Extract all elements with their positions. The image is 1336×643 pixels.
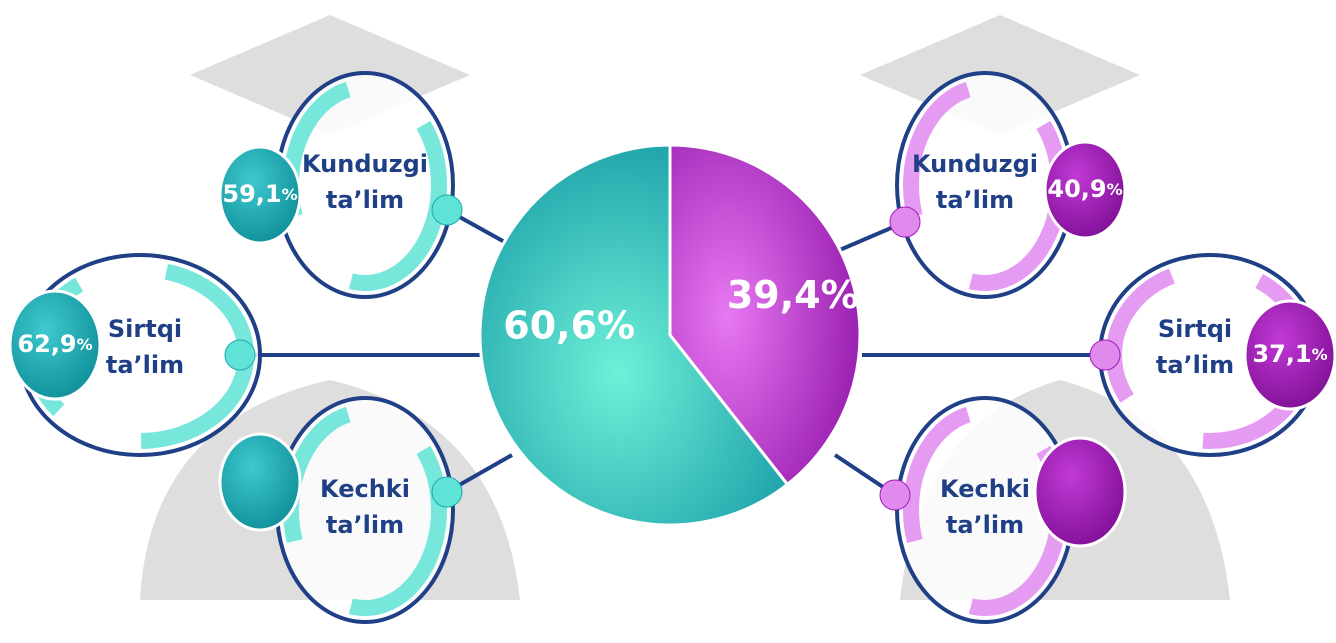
value-circle	[1033, 436, 1127, 548]
value-circle	[218, 145, 302, 245]
pie-label: 60,6%	[503, 303, 635, 347]
callout-label: Kechki	[940, 475, 1030, 503]
value: 37,1	[1252, 340, 1311, 368]
unit: %	[1312, 345, 1328, 364]
dot	[431, 476, 463, 508]
callout-label: ta’lim	[326, 511, 404, 539]
callout-label: ta’lim	[326, 186, 404, 214]
callout-label: Kunduzgi	[302, 150, 428, 178]
dot	[1089, 339, 1121, 371]
callout-label: Sirtqi	[1158, 315, 1232, 343]
callout-label: ta’lim	[936, 186, 1014, 214]
callout-label: ta’lim	[106, 351, 184, 379]
callout-value: 40,9%	[1047, 175, 1122, 203]
ring-outer	[275, 396, 455, 624]
callouts: Kunduzgi ta’lim 59,1% Sirtqi ta’lim 62,9% Kech…	[8, 71, 1336, 624]
callout-value: 37,1%	[1252, 340, 1327, 368]
callout-label: Kechki	[320, 475, 410, 503]
value-circle	[1243, 299, 1336, 411]
unit: %	[1107, 180, 1123, 199]
value-circle	[8, 289, 102, 401]
dot	[879, 479, 911, 511]
pie-slice	[668, 143, 862, 487]
value-circle	[1043, 140, 1127, 240]
callout-label: Kunduzgi	[912, 150, 1038, 178]
callout-value: 59,1%	[222, 180, 297, 208]
value: 59,1	[222, 180, 281, 208]
callout-label: Sirtqi	[108, 315, 182, 343]
pie: 39,4% 60,6%	[478, 143, 862, 527]
value-circle	[218, 432, 302, 532]
pie-slice	[478, 143, 790, 527]
unit: %	[77, 335, 93, 354]
dot	[224, 339, 256, 371]
value: 62,9	[17, 330, 76, 358]
ring-outer	[275, 71, 455, 299]
dot	[431, 194, 463, 226]
value: 40,9	[1047, 175, 1106, 203]
pie-label: 39,4%	[727, 273, 859, 317]
callout-value: 62,9%	[17, 330, 92, 358]
callout-label: ta’lim	[1156, 351, 1234, 379]
dot	[889, 206, 921, 238]
unit: %	[282, 185, 298, 204]
callout-label: ta’lim	[946, 511, 1024, 539]
